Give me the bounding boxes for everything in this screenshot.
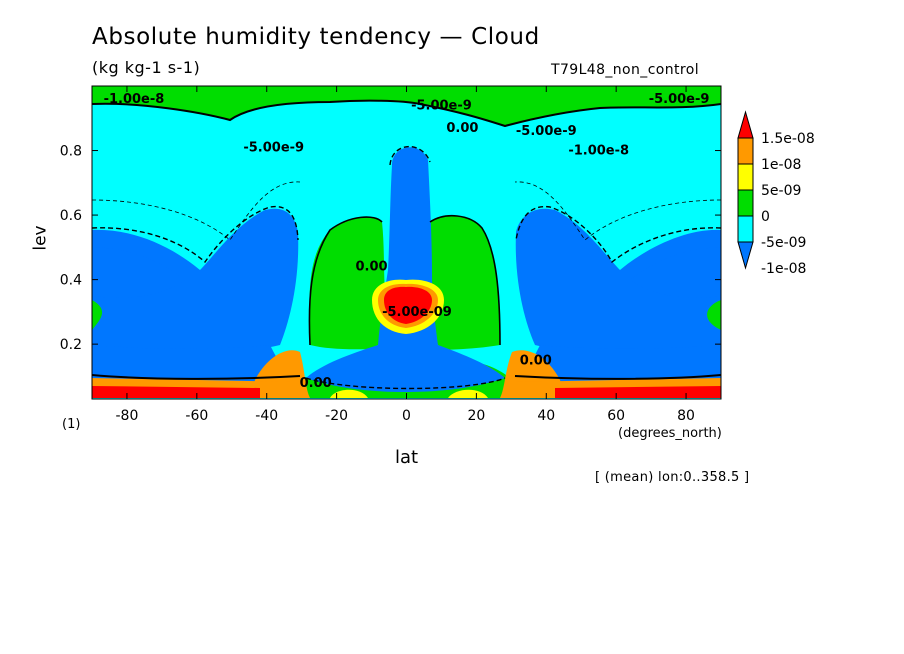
- right-inner-blue-wing: [630, 247, 721, 298]
- left-middle-green-region: [309, 217, 391, 350]
- zero-contour-middle-left: [308, 216, 383, 346]
- contour-label: 0.00: [520, 353, 552, 368]
- contour-label: -1.00e-8: [104, 92, 165, 107]
- colorbar-segment: [737, 163, 754, 191]
- contour-label: -5.00e-9: [649, 92, 710, 107]
- x-axis-ticks: -80 -60 -40 -20 0 20 40 60 80: [116, 86, 695, 424]
- contour-label-text: 0.00: [356, 260, 388, 275]
- x-axis-label: lat: [395, 447, 419, 468]
- x-tick-label: 40: [537, 408, 555, 424]
- central-blue-column: [306, 147, 505, 392]
- y-tick-label: 0.6: [60, 208, 82, 224]
- contour-fill-area: [92, 86, 721, 399]
- contour-labels: 0.00 0.00 0.00 -5.00e-09 0.00 -5.00e-9 -5.00e-…: [104, 92, 710, 391]
- x-tick-label: -40: [255, 408, 278, 424]
- right-outer-blue-wing: [515, 208, 721, 354]
- x-tick-label: -60: [185, 408, 208, 424]
- contour-label-text: 0.00: [520, 353, 552, 368]
- top-green-band: [92, 86, 721, 126]
- contour-label-text: 0.00: [446, 121, 478, 136]
- contour-label-text: -5.00e-9: [649, 92, 710, 107]
- solid-contour-bottom-right: [514, 374, 721, 380]
- contour-lines: [92, 99, 721, 390]
- zero-contour-top: [92, 99, 721, 128]
- y-tick-label: 0.8: [60, 144, 82, 160]
- colorbar-label: -5e-09: [761, 235, 806, 251]
- dashed-contour-right-outer: [514, 181, 721, 241]
- colorbar-label: 5e-09: [761, 183, 801, 199]
- left-outer-blue-wing: [92, 208, 299, 354]
- dashed-contour-column: [389, 145, 431, 166]
- chart-title: Absolute humidity tendency — Cloud: [92, 24, 540, 50]
- contour-label-text: -5.00e-9: [411, 98, 472, 113]
- contour-label: -5.00e-09: [382, 305, 452, 320]
- y-axis-unit: (1): [62, 417, 81, 432]
- dashed-contour-left-outer: [92, 181, 301, 241]
- contour-label-text: 0.00: [300, 376, 332, 391]
- contour-label: -1.00e-8: [568, 144, 629, 159]
- chart-units: (kg kg-1 s-1): [92, 58, 201, 77]
- colorbar-label: 1e-08: [761, 157, 801, 173]
- y-axis-ticks: 0.2 0.4 0.6 0.8: [60, 144, 721, 353]
- contour-label-text: -5.00e-9: [516, 124, 577, 139]
- contour-label-text: -5.00e-09: [382, 305, 452, 320]
- colorbar-label: 0: [761, 209, 770, 225]
- colorbar-segment: [737, 215, 754, 243]
- x-axis-unit: (degrees_north): [618, 426, 722, 441]
- colorbar-label: -1e-08: [761, 261, 806, 277]
- y-tick-label: 0.4: [60, 273, 82, 289]
- contour-label-text: -5.00e-9: [243, 140, 304, 155]
- colorbar-bottom-arrow: [737, 241, 754, 270]
- contour-label-text: -1.00e-8: [568, 144, 629, 159]
- x-tick-label: -80: [116, 408, 139, 424]
- contour-label: -5.00e-9: [243, 140, 304, 155]
- central-red-blob: [384, 286, 432, 324]
- contour-label: 0.00: [300, 376, 332, 391]
- x-tick-label: 60: [607, 408, 625, 424]
- colorbar-segment: [737, 137, 754, 165]
- x-tick-label: 0: [402, 408, 411, 424]
- right-middle-green-region: [420, 215, 500, 350]
- bottom-red-band: [92, 386, 260, 398]
- solid-contour-bottom: [92, 374, 301, 380]
- dashed-contour-left: [92, 205, 299, 264]
- colorbar-label: 1.5e-08: [761, 131, 815, 147]
- left-inner-blue-wing: [92, 247, 185, 298]
- contour-label: -5.00e-9: [516, 124, 577, 139]
- dashed-contour-right: [515, 205, 721, 264]
- bottom-red-band-right: [555, 386, 721, 398]
- run-label: T79L48_non_control: [551, 62, 700, 78]
- x-tick-label: -20: [325, 408, 348, 424]
- left-edge-green-spot: [92, 300, 103, 330]
- contour-label-text: -1.00e-8: [104, 92, 165, 107]
- colorbar-segment: [737, 189, 754, 217]
- x-tick-label: 80: [677, 408, 695, 424]
- colorbar: 1.5e-08 1e-08 5e-09 0 -5e-09 -1e-08: [737, 110, 815, 277]
- x-tick-label: 20: [467, 408, 485, 424]
- contour-label: -5.00e-9: [411, 98, 472, 113]
- subset-note: [ (mean) lon:0..358.5 ]: [595, 470, 750, 485]
- right-edge-green-spot: [707, 300, 721, 330]
- colorbar-top-arrow: [737, 110, 754, 139]
- contour-label: 0.00: [356, 260, 388, 275]
- dashed-contour-lower: [305, 377, 506, 390]
- contour-label: 0.00: [446, 121, 478, 136]
- left-yellow-spot: [330, 389, 368, 398]
- right-yellow-spot: [448, 389, 488, 398]
- y-tick-label: 0.2: [60, 337, 82, 353]
- zero-contour-middle-right: [429, 215, 501, 346]
